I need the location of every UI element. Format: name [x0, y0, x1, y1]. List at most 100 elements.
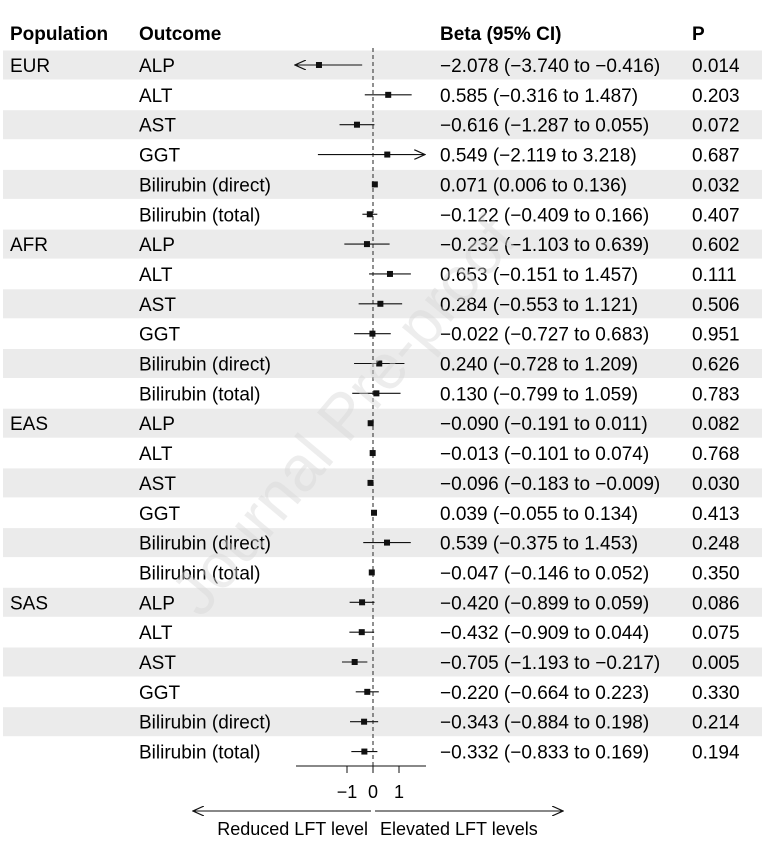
outcome-label: AST	[139, 653, 176, 674]
beta-ci-text: −0.432 (−0.909 to 0.044)	[440, 623, 649, 644]
row-band	[3, 110, 762, 140]
p-value: 0.248	[692, 534, 740, 555]
outcome-label: AST	[139, 295, 176, 316]
p-value: 0.082	[692, 414, 740, 435]
point-estimate	[361, 718, 368, 725]
point-estimate	[386, 270, 393, 277]
row-band	[3, 587, 762, 617]
p-value: 0.768	[692, 444, 740, 465]
p-value: 0.951	[692, 325, 740, 346]
p-value: 0.030	[692, 474, 740, 495]
outcome-label: GGT	[139, 504, 181, 525]
point-estimate	[377, 300, 384, 307]
beta-ci-text: −0.332 (−0.833 to 0.169)	[440, 743, 649, 764]
p-value: 0.203	[692, 86, 740, 107]
p-value: 0.194	[692, 743, 740, 764]
point-estimate	[364, 688, 371, 695]
population-label: EAS	[10, 414, 48, 435]
header-outcome: Outcome	[139, 24, 221, 45]
outcome-label: Bilirubin (direct)	[139, 355, 271, 376]
outcome-label: GGT	[139, 146, 181, 167]
p-value: 0.350	[692, 563, 740, 584]
point-estimate	[384, 151, 391, 158]
outcome-label: ALT	[139, 86, 173, 107]
outcome-label: ALT	[139, 623, 173, 644]
direction-label-left: Reduced LFT level	[217, 819, 368, 839]
p-value: 0.687	[692, 146, 740, 167]
outcome-label: Bilirubin (total)	[139, 205, 260, 226]
p-value: 0.086	[692, 593, 740, 614]
beta-ci-text: 0.585 (−0.316 to 1.487)	[440, 86, 638, 107]
plot-marks	[295, 48, 425, 766]
beta-ci-text: −0.420 (−0.899 to 0.059)	[440, 593, 649, 614]
beta-ci-text: 0.549 (−2.119 to 3.218)	[440, 146, 637, 167]
point-estimate	[367, 420, 374, 427]
direction-label-right: Elevated LFT levels	[380, 819, 538, 839]
p-value: 0.214	[692, 713, 740, 734]
p-value: 0.111	[692, 265, 737, 286]
outcome-label: Bilirubin (direct)	[139, 713, 271, 734]
header-p: P	[692, 24, 705, 45]
population-label: EUR	[10, 56, 50, 77]
population-label: SAS	[10, 593, 48, 614]
header-row: Population Outcome Beta (95% CI) P	[10, 24, 705, 45]
point-estimate	[367, 479, 374, 486]
beta-ci-text: 0.071 (0.006 to 0.136)	[440, 175, 627, 196]
beta-ci-text: 0.130 (−0.799 to 1.059)	[440, 384, 638, 405]
p-value: 0.075	[692, 623, 740, 644]
point-estimate	[361, 748, 368, 755]
p-value: 0.032	[692, 175, 740, 196]
point-estimate	[351, 659, 358, 665]
population-label: AFR	[10, 235, 48, 256]
point-estimate	[315, 62, 322, 68]
p-value: 0.014	[692, 56, 740, 77]
point-estimate	[385, 91, 392, 98]
p-value: 0.005	[692, 653, 740, 674]
outcome-label: ALP	[139, 414, 175, 435]
point-estimate	[368, 569, 375, 576]
row-band	[3, 169, 762, 199]
p-value: 0.072	[692, 116, 740, 137]
outcome-label: Bilirubin (direct)	[139, 175, 271, 196]
tick-label: −1	[337, 782, 358, 802]
outcome-label: ALP	[139, 235, 175, 256]
outcome-label: ALP	[139, 593, 175, 614]
outcome-label: ALT	[139, 444, 173, 465]
point-estimate	[358, 629, 365, 636]
beta-ci-text: 0.284 (−0.553 to 1.121)	[440, 295, 638, 316]
table-cells: EUR ALP −2.078 (−3.740 to −0.416) 0.014 ALT 0…	[10, 56, 740, 764]
p-value: 0.506	[692, 295, 740, 316]
point-estimate	[353, 121, 360, 128]
p-value: 0.602	[692, 235, 740, 256]
beta-ci-text: −0.022 (−0.727 to 0.683)	[440, 325, 649, 346]
p-value: 0.407	[692, 205, 740, 226]
beta-ci-text: −0.122 (−0.409 to 0.166)	[440, 205, 649, 226]
header-population: Population	[10, 24, 108, 45]
outcome-label: Bilirubin (direct)	[139, 534, 271, 555]
row-band	[3, 408, 762, 438]
outcome-label: GGT	[139, 325, 181, 346]
outcome-label: AST	[139, 474, 176, 495]
row-band	[3, 707, 762, 737]
beta-ci-text: −0.220 (−0.664 to 0.223)	[440, 683, 649, 704]
p-value: 0.413	[692, 504, 740, 525]
beta-ci-text: −0.705 (−1.193 to −0.217)	[440, 653, 660, 674]
point-estimate	[371, 181, 378, 188]
outcome-label: Bilirubin (total)	[139, 384, 260, 405]
beta-ci-text: 0.653 (−0.151 to 1.457)	[440, 265, 638, 286]
beta-ci-text: −0.047 (−0.146 to 0.052)	[440, 563, 649, 584]
outcome-label: ALT	[139, 265, 173, 286]
beta-ci-text: 0.039 (−0.055 to 0.134)	[440, 504, 638, 525]
outcome-label: Bilirubin (total)	[139, 743, 260, 764]
beta-ci-text: −2.078 (−3.740 to −0.416)	[440, 56, 660, 77]
point-estimate	[373, 390, 380, 397]
point-estimate	[359, 599, 366, 606]
tick-label: 0	[368, 782, 378, 802]
beta-ci-text: −0.090 (−0.191 to 0.011)	[440, 414, 648, 435]
p-value: 0.783	[692, 384, 740, 405]
point-estimate	[369, 450, 376, 457]
row-band	[3, 50, 762, 80]
outcome-label: GGT	[139, 683, 181, 704]
row-band	[3, 647, 762, 677]
